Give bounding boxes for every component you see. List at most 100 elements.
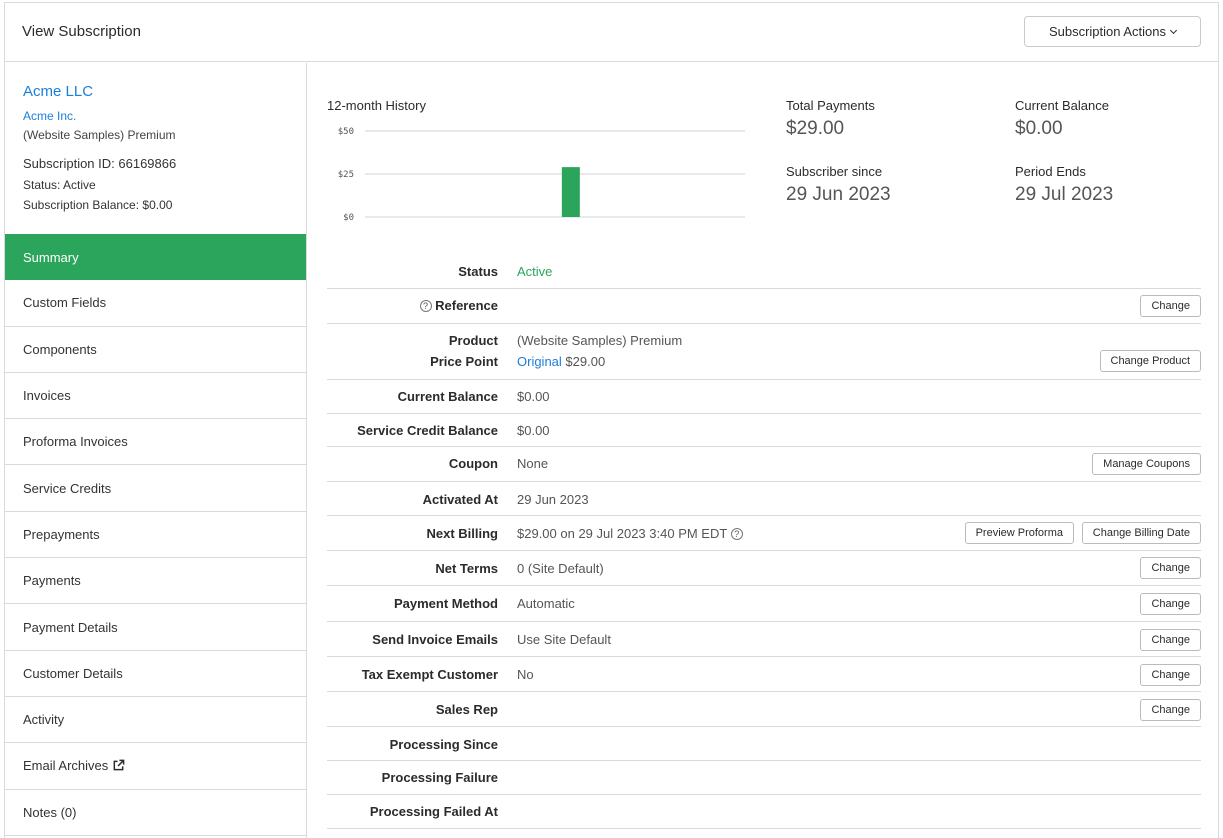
row-label: Processing Failure: [381, 770, 498, 785]
row-processing-failed-at: Processing Failed At: [327, 795, 1201, 829]
chart-y-tick-label: $25: [338, 170, 354, 180]
page-title: View Subscription: [22, 23, 141, 40]
subscription-id: Subscription ID: 66169866: [23, 156, 177, 171]
row-label: Activated At: [422, 492, 498, 507]
sidebar-item-notes[interactable]: Notes (0): [5, 790, 306, 836]
stat-label: Current Balance: [1015, 98, 1109, 113]
sidebar-item-label: Prepayments: [23, 526, 100, 542]
change-net-terms-button[interactable]: Change: [1140, 557, 1201, 579]
tax-exempt-value: No: [517, 667, 534, 682]
row-label: ? Reference: [419, 298, 498, 313]
sidebar-item-activity[interactable]: Activity: [5, 697, 306, 744]
subscription-actions-button[interactable]: Subscription Actions: [1024, 16, 1201, 47]
sidebar-item-prepayments[interactable]: Prepayments: [5, 512, 306, 559]
sidebar-item-label: Activity: [23, 712, 65, 728]
external-link-icon: [113, 760, 125, 771]
chart-y-tick-label: $0: [343, 213, 354, 223]
price-point-value: Original $29.00: [517, 354, 605, 369]
row-label: Product: [448, 333, 498, 348]
row-label: Processing Since: [389, 737, 498, 752]
activated-value: 29 Jun 2023: [517, 492, 589, 507]
sidebar-item-email-archives[interactable]: Email Archives: [5, 743, 306, 790]
row-label: Net Terms: [435, 561, 498, 576]
sidebar-nav: Summary Custom Fields Components Invoice…: [5, 234, 306, 836]
row-current-balance: Current Balance $0.00: [327, 380, 1201, 414]
sidebar-item-label: Payment Details: [23, 619, 118, 635]
row-next-billing: Next Billing $29.00 on 29 Jul 2023 3:40 …: [327, 516, 1201, 551]
chevron-down-icon: [1169, 26, 1178, 34]
row-label: Tax Exempt Customer: [361, 667, 498, 682]
row-label: Status: [458, 264, 498, 279]
stat-current-balance: Current Balance $0.00: [1015, 98, 1109, 140]
preview-proforma-button[interactable]: Preview Proforma: [964, 522, 1074, 544]
change-send-invoice-button[interactable]: Change: [1140, 629, 1201, 651]
current-balance-value: $0.00: [517, 389, 550, 404]
sidebar-item-label: Custom Fields: [23, 295, 107, 311]
row-status: Status Active: [327, 252, 1201, 289]
change-payment-method-button[interactable]: Change: [1140, 593, 1201, 615]
page-header: View Subscription Subscription Actions: [5, 3, 1218, 62]
sidebar-item-payments[interactable]: Payments: [5, 558, 306, 605]
row-label: Current Balance: [397, 389, 498, 404]
row-label: Coupon: [448, 456, 498, 471]
sidebar-item-customer-details[interactable]: Customer Details: [5, 651, 306, 697]
product-link[interactable]: (Website Samples) Premium: [517, 333, 683, 348]
stat-total-payments: Total Payments $29.00: [786, 98, 875, 140]
sidebar-item-summary[interactable]: Summary: [5, 234, 306, 281]
change-reference-button[interactable]: Change: [1140, 295, 1201, 317]
price-point-link[interactable]: Original: [517, 354, 562, 369]
row-tax-exempt: Tax Exempt Customer No Change: [327, 657, 1201, 692]
stat-value: 29 Jul 2023: [1015, 184, 1114, 205]
row-product: Product (Website Samples) Premium Price …: [327, 324, 1201, 380]
change-sales-rep-button[interactable]: Change: [1140, 699, 1201, 721]
sidebar-item-custom-fields[interactable]: Custom Fields: [5, 280, 306, 327]
help-icon[interactable]: ?: [419, 300, 432, 312]
row-label: Service Credit Balance: [357, 423, 498, 438]
row-processing-since: Processing Since: [327, 727, 1201, 761]
sidebar-item-components[interactable]: Components: [5, 327, 306, 373]
sidebar-item-proforma-invoices[interactable]: Proforma Invoices: [5, 419, 306, 466]
customer-plan: (Website Samples) Premium: [23, 128, 176, 142]
subscription-actions-label: Subscription Actions: [1048, 24, 1167, 39]
service-credit-value: $0.00: [517, 423, 550, 438]
details-table: Status Active ? Reference Change Product…: [327, 252, 1201, 829]
row-service-credit: Service Credit Balance $0.00: [327, 414, 1201, 447]
stat-period-ends: Period Ends 29 Jul 2023: [1015, 164, 1113, 206]
price-point-amount: $29.00: [565, 354, 606, 369]
sidebar-item-service-credits[interactable]: Service Credits: [5, 465, 306, 512]
sidebar-item-invoices[interactable]: Invoices: [5, 373, 306, 420]
subscription-status: Status: Active: [23, 178, 96, 192]
status-value: Active: [517, 264, 553, 279]
history-chart: $50 $25 $0: [338, 127, 745, 223]
payment-method-value: Automatic: [517, 596, 575, 611]
sidebar-item-label: Payments: [23, 573, 81, 589]
stat-value: $29.00: [786, 118, 845, 139]
manage-coupons-button[interactable]: Manage Coupons: [1092, 453, 1201, 475]
change-tax-exempt-button[interactable]: Change: [1140, 664, 1201, 686]
sidebar-item-label: Email Archives: [23, 758, 109, 774]
row-processing-failure: Processing Failure: [327, 761, 1201, 795]
row-activated-at: Activated At 29 Jun 2023: [327, 482, 1201, 516]
sidebar-item-label: Proforma Invoices: [23, 434, 128, 450]
stat-label: Period Ends: [1015, 164, 1086, 179]
sidebar-item-label: Components: [23, 341, 97, 357]
change-billing-date-button[interactable]: Change Billing Date: [1081, 522, 1201, 544]
change-product-button[interactable]: Change Product: [1099, 350, 1201, 372]
subscription-panel: View Subscription Subscription Actions A…: [4, 2, 1219, 838]
row-label: Next Billing: [426, 526, 498, 541]
row-payment-method: Payment Method Automatic Change: [327, 586, 1201, 622]
sidebar-item-label: Customer Details: [23, 665, 123, 681]
history-chart-title: 12-month History: [327, 98, 426, 113]
row-net-terms: Net Terms 0 (Site Default) Change: [327, 551, 1201, 586]
row-label: Send Invoice Emails: [372, 632, 498, 647]
sidebar-item-payment-details[interactable]: Payment Details: [5, 604, 306, 651]
sidebar: Acme LLC Acme Inc. (Website Samples) Pre…: [5, 63, 307, 838]
customer-name-link[interactable]: Acme LLC: [23, 83, 94, 100]
stat-label: Total Payments: [786, 98, 875, 113]
row-reference: ? Reference Change: [327, 289, 1201, 324]
stat-subscriber-since: Subscriber since 29 Jun 2023: [786, 164, 891, 206]
reference-label: Reference: [435, 298, 498, 313]
chart-y-tick-label: $50: [338, 127, 354, 137]
help-icon[interactable]: ?: [730, 528, 743, 540]
customer-organization-link[interactable]: Acme Inc.: [23, 109, 77, 123]
